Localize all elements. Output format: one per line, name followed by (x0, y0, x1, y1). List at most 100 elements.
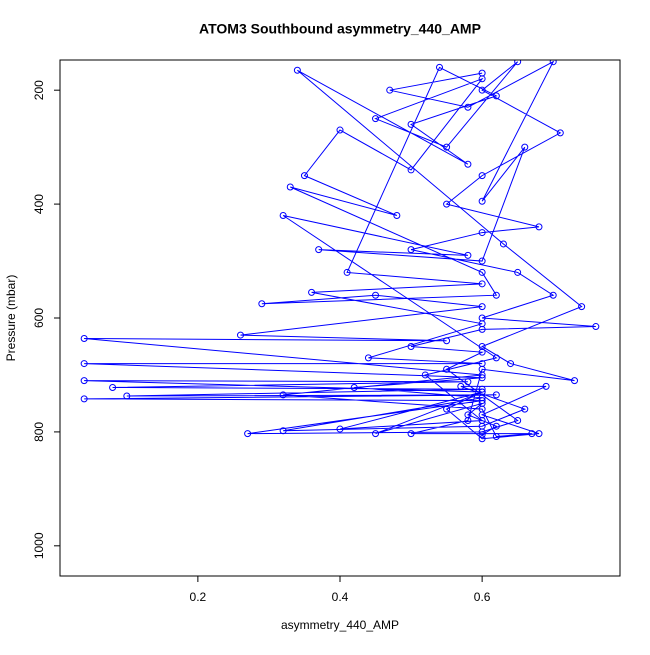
data-point (478, 388, 486, 396)
data-point (407, 120, 415, 128)
data-point (478, 197, 486, 205)
data-point (499, 240, 507, 248)
data-point (279, 391, 287, 399)
data-point (336, 425, 344, 433)
data-point (80, 335, 88, 343)
data-point (549, 291, 557, 299)
data-point (279, 427, 287, 435)
data-point (478, 320, 486, 328)
data-point (521, 405, 529, 413)
data-point (464, 378, 472, 386)
data-point (237, 331, 245, 339)
data-point (443, 365, 451, 373)
data-point (478, 229, 486, 237)
data-point (372, 115, 380, 123)
data-point (492, 422, 500, 430)
plot-area (80, 60, 600, 443)
chart-title: ATOM3 Southbound asymmetry_440_AMP (199, 21, 481, 37)
data-point (443, 200, 451, 208)
data-point (542, 382, 550, 390)
data-point (492, 432, 500, 440)
data-point (535, 223, 543, 231)
data-point (514, 417, 522, 425)
data-point (478, 280, 486, 288)
x-tick-label: 0.6 (474, 590, 491, 604)
data-point (443, 143, 451, 151)
data-point (258, 300, 266, 308)
data-point (343, 268, 351, 276)
data-point (350, 383, 358, 391)
y-tick-label: 600 (32, 308, 46, 328)
data-point (364, 354, 372, 362)
data-point (521, 143, 529, 151)
data-point (492, 391, 500, 399)
data-point (478, 303, 486, 311)
data-point (308, 288, 316, 296)
data-point (407, 430, 415, 438)
data-point (407, 166, 415, 174)
data-point (293, 66, 301, 74)
data-point (443, 405, 451, 413)
y-tick-label: 200 (32, 80, 46, 100)
data-point (478, 385, 486, 393)
data-point (457, 382, 465, 390)
x-tick-label: 0.4 (332, 590, 349, 604)
data-point (492, 291, 500, 299)
data-point (372, 291, 380, 299)
data-point (407, 246, 415, 254)
data-point (478, 397, 486, 405)
data-point (571, 377, 579, 385)
data-point (464, 160, 472, 168)
data-point (279, 211, 287, 219)
data-point (123, 392, 131, 400)
data-point (478, 86, 486, 94)
data-point (578, 303, 586, 311)
data-point (393, 211, 401, 219)
data-point (407, 342, 415, 350)
data-point (286, 183, 294, 191)
data-point (478, 342, 486, 350)
data-point (492, 92, 500, 100)
data-point (528, 430, 536, 438)
data-point (592, 323, 600, 331)
data-point (556, 129, 564, 137)
data-point (421, 371, 429, 379)
data-point (478, 172, 486, 180)
data-point (435, 63, 443, 71)
data-point (549, 60, 557, 66)
data-point (478, 257, 486, 265)
data-point (478, 431, 486, 439)
data-point (478, 374, 486, 382)
data-point (478, 69, 486, 77)
data-line (84, 60, 596, 440)
y-tick-label: 800 (32, 422, 46, 442)
data-point (80, 395, 88, 403)
y-tick-label: 1000 (32, 532, 46, 559)
data-point (478, 435, 486, 443)
data-point (478, 360, 486, 368)
data-point (372, 430, 380, 438)
data-point (315, 246, 323, 254)
data-point (507, 360, 515, 368)
data-point (80, 377, 88, 385)
data-point (443, 337, 451, 345)
data-point (336, 126, 344, 134)
data-point (478, 417, 486, 425)
data-point (244, 430, 252, 438)
data-point (464, 103, 472, 111)
data-point (492, 354, 500, 362)
y-axis-label: Pressure (mbar) (4, 275, 18, 362)
x-axis-label: asymmetry_440_AMP (281, 618, 399, 632)
data-point (109, 383, 117, 391)
data-point (514, 60, 522, 66)
data-point (535, 430, 543, 438)
data-point (300, 172, 308, 180)
data-point (464, 251, 472, 259)
x-tick-label: 0.2 (190, 590, 207, 604)
data-point (478, 268, 486, 276)
data-point (386, 86, 394, 94)
y-tick-label: 400 (32, 194, 46, 214)
data-point (514, 268, 522, 276)
data-point (464, 417, 472, 425)
